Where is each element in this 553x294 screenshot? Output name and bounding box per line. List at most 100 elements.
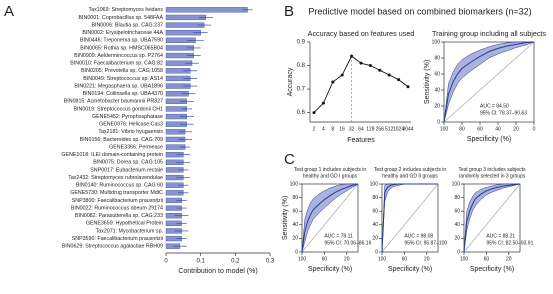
plot-frame xyxy=(443,41,535,123)
y-tick-label: BIN0010: Faecalibacterium sp. CAG:82 xyxy=(70,61,163,67)
x-tick-label: 100 xyxy=(298,256,307,262)
annotation: AUC = 88.21 xyxy=(486,233,515,239)
y-axis-label: Sensitivity (%) xyxy=(282,196,289,240)
x-tick-label: 64 xyxy=(358,126,364,132)
chart-title: healthy and GD I groups xyxy=(303,173,358,179)
y-tick-label: BIN0065: Rothia sp. HMSC065B04 xyxy=(80,45,163,51)
point xyxy=(350,54,354,58)
y-tick-label: 40 xyxy=(434,87,440,93)
y-tick-label: BIN0909: Aeldermincoccus sp. P2764 xyxy=(74,53,163,59)
chart-title: Test group 1 includes subjects in xyxy=(294,167,366,173)
x-tick-label: 100 xyxy=(440,126,449,132)
x-tick-label: 60 xyxy=(322,256,328,262)
y-tick-label: SNP3590: Faecalibacterium prausnitzii xyxy=(72,236,163,242)
point xyxy=(368,64,372,68)
x-tick-label: 0.1 xyxy=(196,259,205,265)
y-tick-label: Tax2181: Vibrio hyugaensis xyxy=(98,129,163,135)
point xyxy=(378,68,382,72)
panel-label: C xyxy=(284,151,295,168)
y-tick-label: GENE5730: Multidrug transporter MdtC xyxy=(70,190,163,196)
reference-line xyxy=(381,183,439,253)
annotation: 95% CI: 78.37–90.63 xyxy=(480,110,527,116)
y-tick-label: BIN0221: Megasphaera sp. UBA1896 xyxy=(74,83,163,89)
y-tick-label: BIN0022: Ruminococcus obeum 29174 xyxy=(71,205,163,211)
roc-curve xyxy=(381,183,438,253)
y-tick-label: SNP3800: Faecalibacterium prausnitzii xyxy=(72,198,163,204)
y-tick-label: 80 xyxy=(454,195,460,201)
y-axis-label: Sensitivity (%) xyxy=(424,60,431,104)
x-tick-label: 20 xyxy=(424,256,430,262)
annotation: 95% CI: 70.06–86.16 xyxy=(324,240,371,246)
x-tick-label: 8044 xyxy=(402,126,413,132)
y-tick-label: BIN0049: Streptococcus sp. AS14 xyxy=(83,76,163,82)
x-tick-label: 16 xyxy=(339,126,345,132)
point xyxy=(397,78,401,82)
chart-title: Test group 3 includes subjects xyxy=(459,167,526,173)
y-tick-label: BIN0075: Dorea sp. CAG:105 xyxy=(93,160,163,166)
x-tick-label: 128 xyxy=(366,126,375,132)
y-tick-label: 20 xyxy=(434,103,440,109)
y-tick-label: BIN0205: Prevotella sp. CAG:1058 xyxy=(81,68,163,74)
panel-label: A xyxy=(4,3,14,20)
x-axis-label: Features xyxy=(347,137,375,144)
y-tick-label: BIN0629: Streptococcus agalactiae RBH09 xyxy=(62,244,163,250)
x-tick-label: 0 xyxy=(533,126,536,132)
y-tick-label: GENE5452: Pyrophosphatase xyxy=(92,114,163,120)
x-tick-label: 60 xyxy=(484,256,490,262)
y-tick-label: Tax1069: Streptomyces lividans xyxy=(89,7,164,13)
point xyxy=(340,73,344,77)
x-tick-label: 256 xyxy=(376,126,385,132)
y-tick-label: GENE3659: Hypothetical Protein xyxy=(86,221,163,227)
point xyxy=(406,85,410,89)
reference-line xyxy=(463,183,521,253)
figure-title: Predictive model based on combined bioma… xyxy=(308,6,531,16)
y-tick-label: BIN0002: Erysipelotrichaceae 44A xyxy=(82,30,163,36)
y-tick-label: 60 xyxy=(434,71,440,77)
point xyxy=(331,80,335,84)
chart-title: Training group including all subjects xyxy=(432,29,546,38)
x-tick-label: 20 xyxy=(513,126,519,132)
y-tick-label: 0 xyxy=(375,249,378,255)
y-tick-label: 20 xyxy=(372,236,378,242)
y-tick-label: 40 xyxy=(454,222,460,228)
x-tick-label: 32 xyxy=(349,126,355,132)
chart-title: randomly selected in 3 groups xyxy=(459,173,526,179)
x-tick-label: 100 xyxy=(460,256,469,262)
reference-line xyxy=(301,183,359,253)
y-tick-label: GENE0976: Helicase Cas3 xyxy=(99,122,163,128)
x-tick-label: 20 xyxy=(506,256,512,262)
y-tick-label: BIN0446: Treponema sp. UBA7590 xyxy=(80,38,163,44)
x-tick-label: 2 xyxy=(313,126,316,132)
x-tick-label: 1024 xyxy=(393,126,404,132)
x-tick-label: 512 xyxy=(385,126,394,132)
y-tick-label: 20 xyxy=(454,236,460,242)
x-axis-label: Specificity (%) xyxy=(308,266,352,273)
y-tick-label: 80 xyxy=(292,195,298,201)
x-axis-label: Specificity (%) xyxy=(467,136,511,143)
annotation: 95% CI: 95.87–100 xyxy=(404,240,447,246)
x-tick-label: 20 xyxy=(344,256,350,262)
y-axis-label: Accuracy xyxy=(287,67,294,96)
x-tick-label: 100 xyxy=(378,256,387,262)
y-tick-label: 60 xyxy=(454,209,460,215)
y-tick-label: 0 xyxy=(457,249,460,255)
chart-title: healthy and GD II groups xyxy=(382,173,438,179)
y-tick-label: BIN0082: Parasutterella sp. CAG:233 xyxy=(75,213,163,219)
y-tick-label: 80 xyxy=(434,55,440,61)
point xyxy=(359,61,363,65)
y-tick-label: 40 xyxy=(372,222,378,228)
y-tick-label: BIN0194: Collinsella sp. UBA4370 xyxy=(83,91,163,97)
y-tick-label: GENE1018: ILEI domain-containing protein xyxy=(61,152,163,158)
annotation: AUC = 84.50 xyxy=(480,103,509,109)
y-tick-label: 100 xyxy=(290,181,299,187)
x-tick-label: 40 xyxy=(495,126,501,132)
y-tick-label: 40 xyxy=(292,222,298,228)
x-tick-label: 8 xyxy=(331,126,334,132)
panel-label: B xyxy=(284,3,294,20)
y-tick-label: BIN0001: Coprobacillus sp. 548FAA xyxy=(78,15,163,21)
point xyxy=(387,73,391,77)
y-tick-label: 60 xyxy=(372,209,378,215)
plot-frame xyxy=(463,183,521,253)
x-axis-label: Specificity (%) xyxy=(388,266,432,273)
